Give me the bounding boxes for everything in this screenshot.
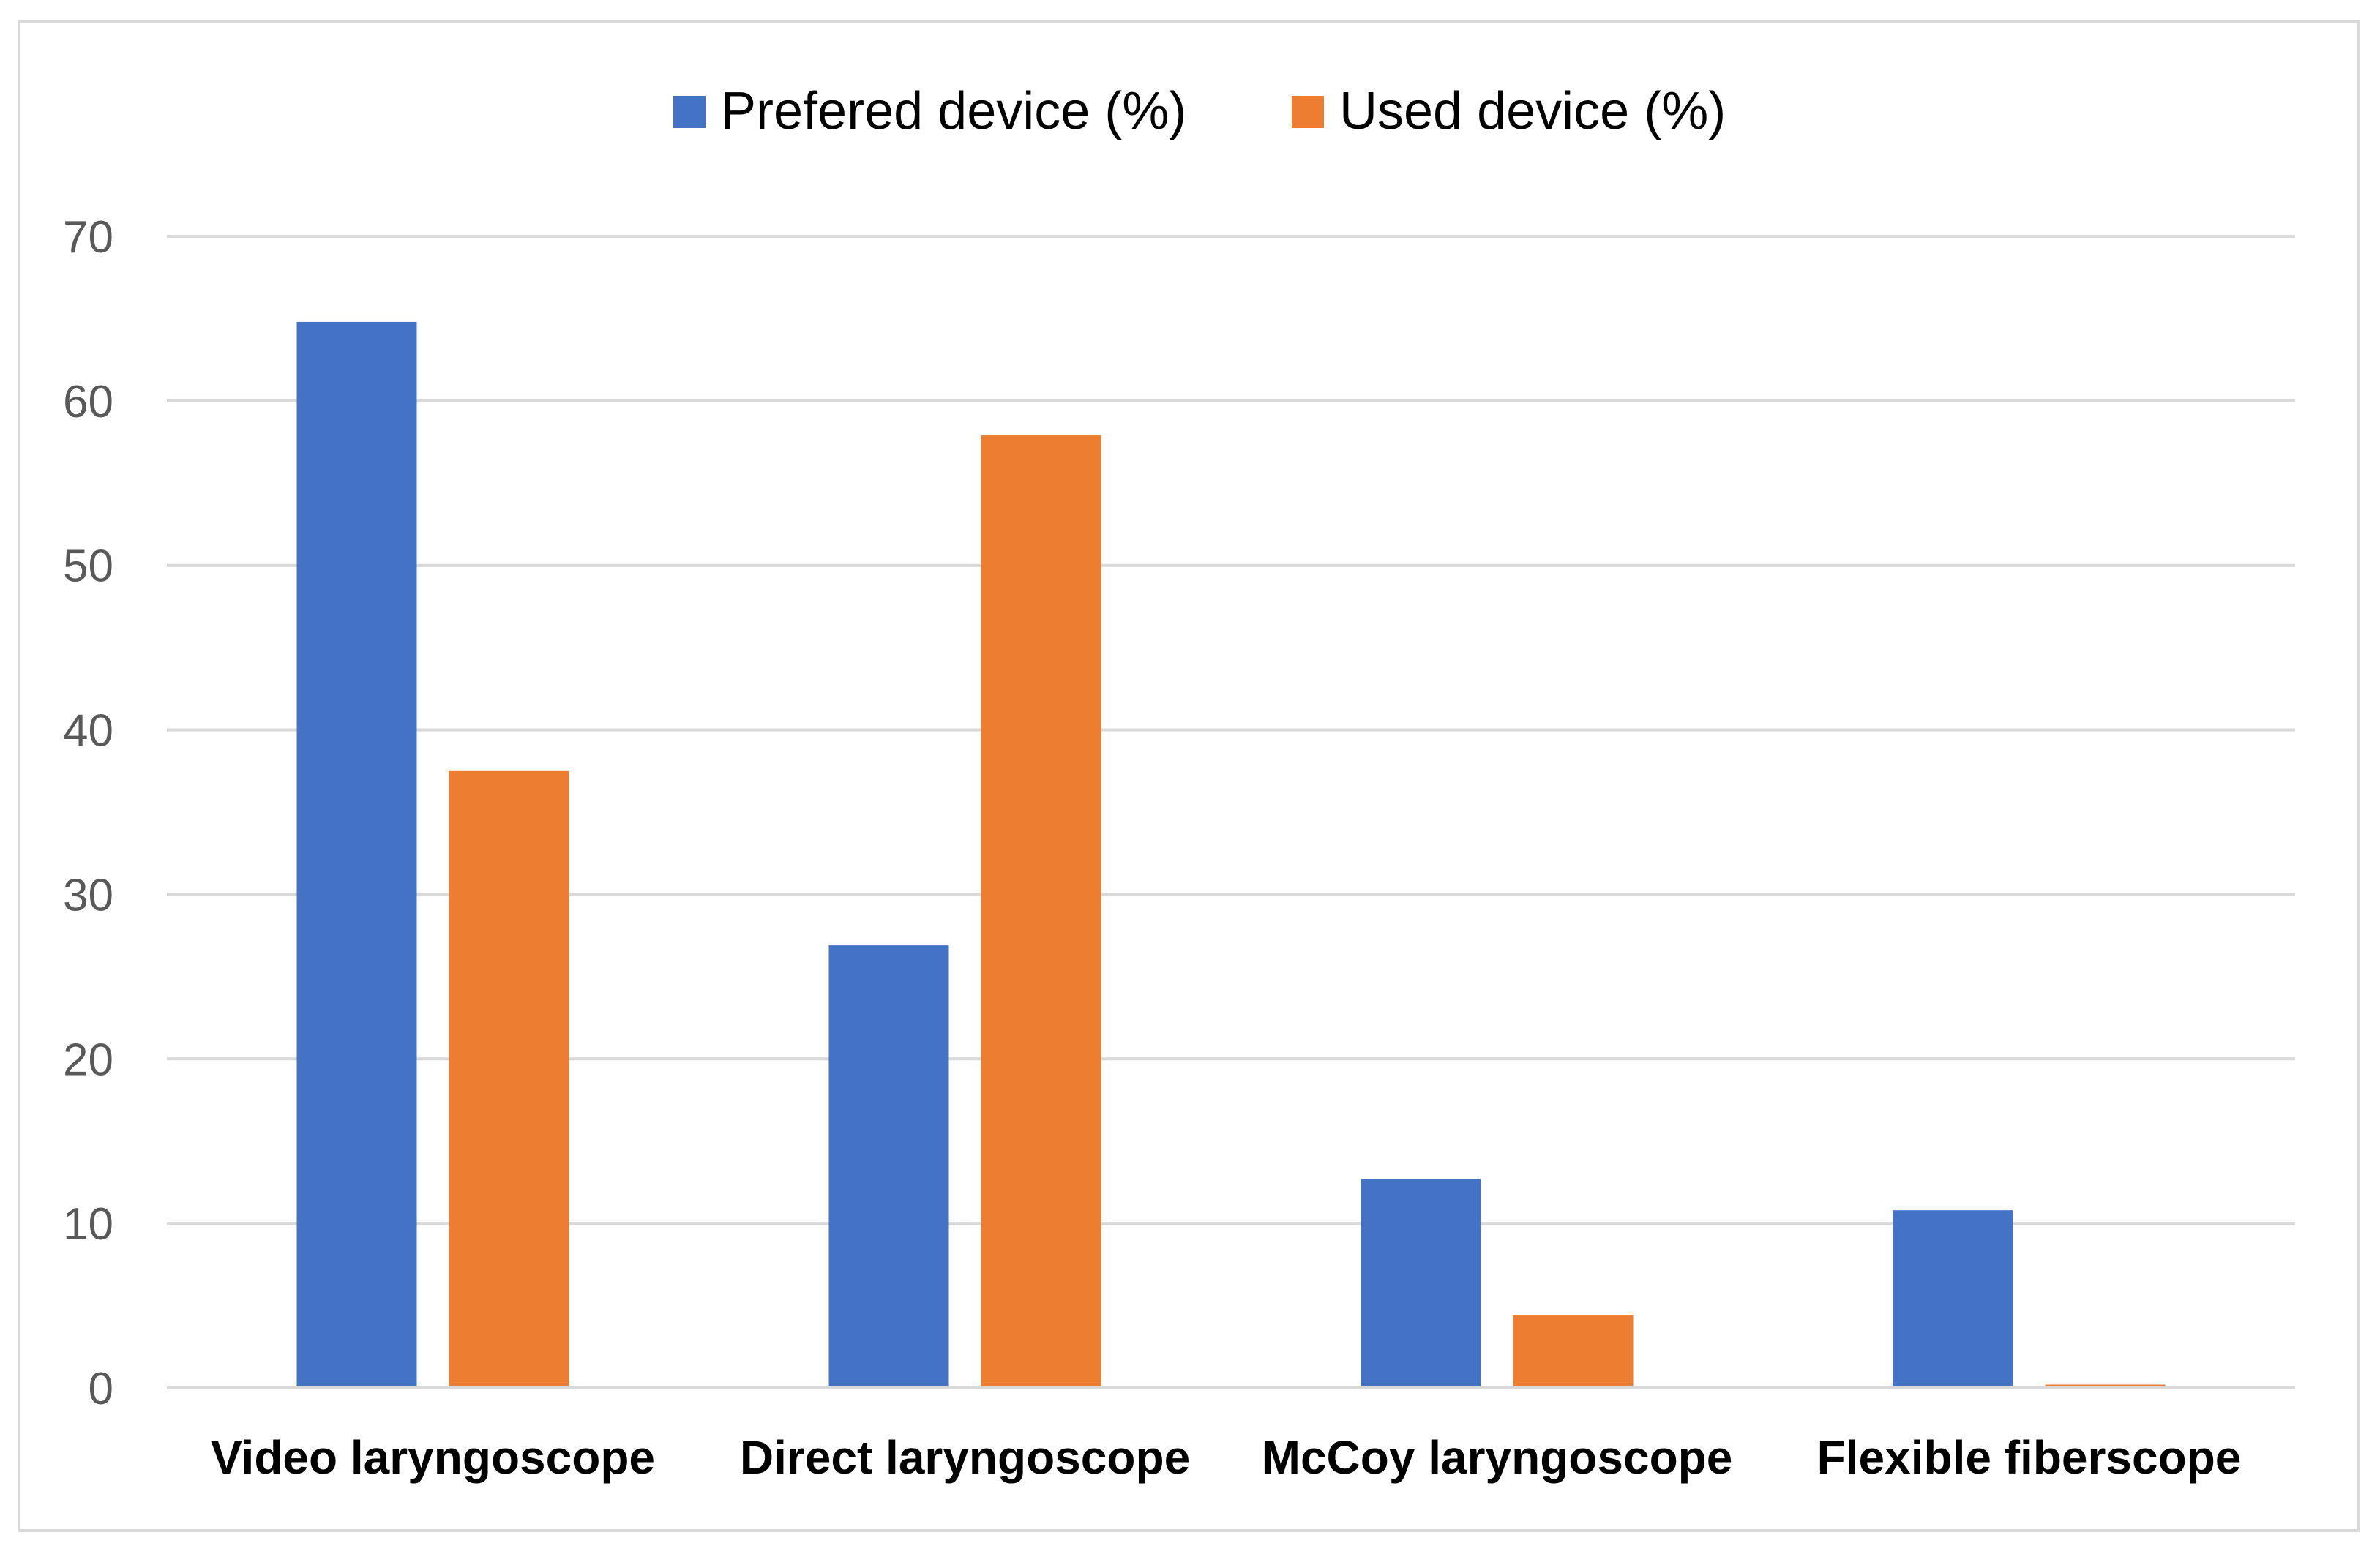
legend-label-2: Used device (%): [1339, 82, 1726, 140]
legend-swatch-1: [673, 96, 706, 128]
bar-mccoy-laryngoscope-series-1: [1361, 1179, 1481, 1388]
legend-swatch-2: [1292, 96, 1324, 128]
bar-video-laryngoscope-series-2: [449, 770, 569, 1388]
y-tick-label-70: 70: [63, 212, 113, 263]
y-tick-label-60: 60: [63, 377, 113, 427]
legend-label-1: Prefered device (%): [721, 82, 1186, 140]
x-axis-category-labels: Video laryngoscope Direct laryngoscope McC…: [211, 1431, 2241, 1484]
bar-direct-laryngoscope-series-2: [981, 435, 1101, 1388]
x-category-label: Flexible fiberscope: [1817, 1431, 2242, 1484]
y-tick-label-20: 20: [63, 1035, 113, 1085]
bar-flexible-fiberscope-series-1: [1893, 1210, 2013, 1388]
bar-flexible-fiberscope-series-2: [2045, 1384, 2166, 1388]
bar-direct-laryngoscope-series-1: [828, 945, 949, 1388]
y-tick-label-30: 30: [63, 870, 113, 920]
x-category-label: Direct laryngoscope: [740, 1431, 1190, 1484]
y-axis-tick-labels: 0 10 20 30 40 50 60 70: [63, 212, 113, 1414]
bar-mccoy-laryngoscope-series-2: [1513, 1315, 1634, 1388]
y-tick-label-0: 0: [89, 1364, 113, 1414]
legend: Prefered device (%) Used device (%): [673, 82, 1726, 140]
bars: [296, 321, 2166, 1388]
y-tick-label-50: 50: [63, 541, 113, 592]
x-category-label: Video laryngoscope: [211, 1431, 655, 1484]
bar-video-laryngoscope-series-1: [296, 321, 417, 1388]
y-tick-label-40: 40: [63, 706, 113, 757]
y-tick-label-10: 10: [63, 1199, 113, 1250]
x-category-label: McCoy laryngoscope: [1262, 1431, 1733, 1484]
